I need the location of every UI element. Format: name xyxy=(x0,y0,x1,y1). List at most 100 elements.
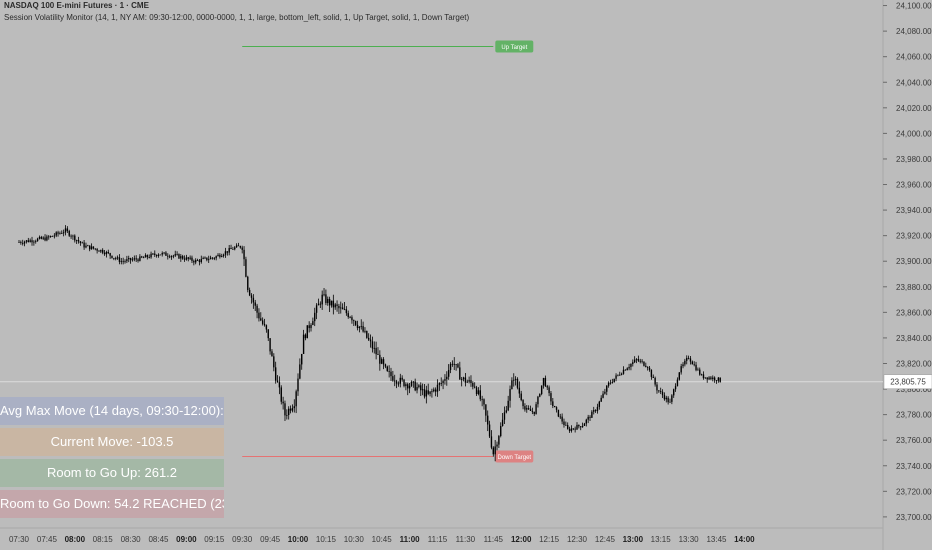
price-tick-label: 24,060.00 xyxy=(896,53,932,62)
candle-body xyxy=(474,386,476,388)
candle-body xyxy=(699,369,701,375)
candle-body xyxy=(624,369,627,371)
candle-body xyxy=(403,379,405,387)
candle-body xyxy=(243,249,245,260)
candle-body xyxy=(87,245,89,247)
candle-body xyxy=(103,252,106,255)
candle-body xyxy=(637,358,640,361)
candle-body xyxy=(542,377,545,386)
candle-body xyxy=(442,380,444,384)
price-tick-label: 23,980.00 xyxy=(896,155,932,164)
candle-body xyxy=(347,313,349,318)
candle-body xyxy=(341,307,344,310)
candle-body xyxy=(455,364,457,366)
candle-body xyxy=(178,254,180,259)
time-tick-label: 13:15 xyxy=(651,535,672,544)
candle-body xyxy=(92,246,95,249)
candle-body xyxy=(353,320,355,322)
candles xyxy=(18,225,721,462)
time-tick-label: 07:45 xyxy=(37,535,58,544)
time-tick-label: 09:45 xyxy=(260,535,281,544)
candle-body xyxy=(639,360,641,362)
candle-body xyxy=(196,260,199,261)
candle-body xyxy=(619,374,621,376)
price-tick-label: 24,000.00 xyxy=(896,129,932,138)
candle-body xyxy=(706,377,708,380)
candle-body xyxy=(429,391,431,394)
candle-body xyxy=(23,241,26,244)
candle-body xyxy=(490,436,493,448)
candle-body xyxy=(507,400,509,411)
candle-body xyxy=(68,230,70,236)
candle-body xyxy=(460,379,463,380)
candle-body xyxy=(154,253,156,255)
candle-body xyxy=(25,240,28,242)
candle-body xyxy=(276,380,279,383)
candle-body xyxy=(407,384,409,389)
candle-body xyxy=(462,377,465,380)
candle-body xyxy=(678,372,680,380)
candle-body xyxy=(88,245,91,250)
candle-body xyxy=(77,240,80,242)
candle-body xyxy=(211,257,214,259)
room-down-row: Room to Go Down: 54.2 REACHED (23747.25) xyxy=(0,490,224,518)
candle-body xyxy=(617,374,619,376)
candle-body xyxy=(440,383,442,384)
candle-body xyxy=(338,305,340,309)
candle-body xyxy=(152,253,154,255)
candle-body xyxy=(191,257,193,261)
candle-body xyxy=(81,242,83,244)
down-target-tag xyxy=(495,450,534,463)
candle-body xyxy=(202,258,204,259)
candle-body xyxy=(83,242,85,248)
candle-body xyxy=(539,394,541,397)
candle-body xyxy=(293,406,295,409)
candle-body xyxy=(468,380,470,382)
candle-body xyxy=(299,364,301,379)
candle-body xyxy=(444,379,446,381)
time-tick-label: 08:30 xyxy=(121,535,142,544)
candle-body xyxy=(607,382,610,386)
candle-body xyxy=(522,400,524,407)
candle-body xyxy=(514,378,517,380)
time-tick-label: 07:30 xyxy=(9,535,30,544)
candle-body xyxy=(717,377,720,381)
candle-body xyxy=(345,309,348,314)
candle-body xyxy=(420,385,422,391)
candle-body xyxy=(375,347,377,355)
candle-body xyxy=(53,235,56,237)
candle-body xyxy=(239,246,242,248)
time-tick-label: 13:30 xyxy=(679,535,700,544)
candle-body xyxy=(379,354,381,364)
candle-body xyxy=(323,294,325,296)
candle-body xyxy=(425,390,428,397)
time-tick-label: 13:45 xyxy=(706,535,727,544)
candle-body xyxy=(198,260,201,263)
candle-body xyxy=(427,390,429,394)
candle-body xyxy=(546,386,548,388)
candle-body xyxy=(230,248,232,250)
candle-body xyxy=(702,374,705,379)
candle-body xyxy=(161,252,163,255)
price-tick-label: 23,800.00 xyxy=(896,385,932,394)
candle-body xyxy=(602,393,604,398)
candle-body xyxy=(436,384,439,392)
candle-body xyxy=(388,371,390,372)
candle-body xyxy=(533,411,535,414)
candle-body xyxy=(115,258,117,259)
candle-body xyxy=(446,376,448,380)
candle-body xyxy=(697,369,699,371)
candle-body xyxy=(250,295,253,298)
candle-body xyxy=(537,396,539,405)
candle-body xyxy=(109,253,111,256)
price-tick-label: 23,820.00 xyxy=(896,359,932,368)
price-tick-label: 23,880.00 xyxy=(896,283,932,292)
candle-body xyxy=(457,364,459,368)
candle-body xyxy=(358,326,361,329)
candle-body xyxy=(343,309,346,310)
up-target-tag xyxy=(495,40,534,53)
candle-body xyxy=(713,377,716,381)
candle-body xyxy=(213,257,215,259)
price-tick-label: 23,940.00 xyxy=(896,206,932,215)
